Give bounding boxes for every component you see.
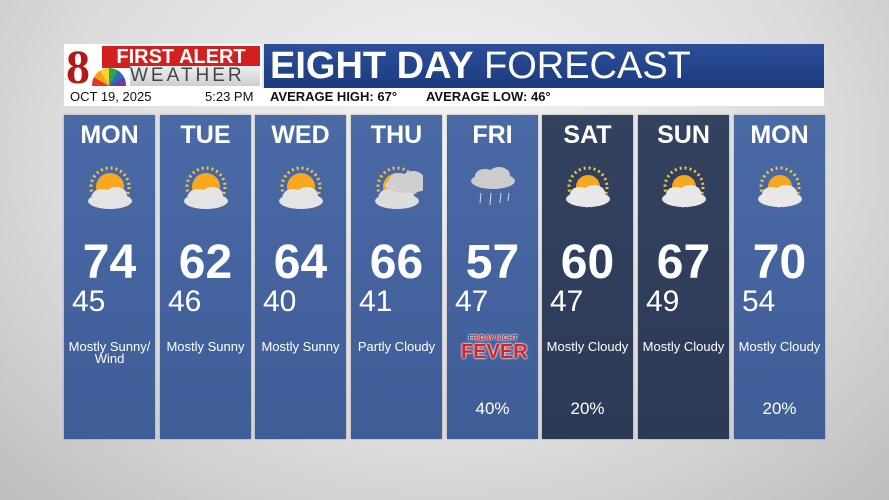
low-temp: 46 (168, 285, 202, 318)
day-name: SUN (657, 121, 710, 149)
high-temp: 70 (752, 236, 807, 289)
low-temp: 47 (550, 285, 584, 318)
condition: Mostly Cloudy (642, 339, 725, 354)
day-name: SAT (563, 121, 612, 149)
forecast-header: 8 FIRST ALERT WEATHER EIGHT DAY FORECAST… (64, 41, 824, 106)
high-temp: 60 (560, 236, 615, 289)
day-column: TUE 62 46 Mostly Sunny (160, 115, 251, 439)
first-alert-weather-logo: 8 FIRST ALERT WEATHER (64, 41, 262, 94)
info-bar: OCT 19, 2025 5:23 PM AVERAGE HIGH: 67° A… (64, 88, 824, 106)
mostly-cloudy-icon (758, 166, 802, 208)
mostly-cloudy-icon (662, 166, 706, 208)
low-temp: 54 (742, 285, 776, 318)
day-column: FRI 57 47 FRIDAY NIGHT FEVER 40% (447, 115, 538, 439)
mostly-sunny-icon (88, 166, 132, 209)
showers-icon (471, 167, 515, 206)
high-temp: 67 (656, 236, 711, 289)
condition: Mostly Cloudy (546, 339, 629, 354)
date: OCT 19, 2025 (70, 89, 152, 104)
high-temp: 57 (465, 236, 520, 289)
low-temp: 41 (359, 285, 393, 318)
day-column: MON 70 54 Mostly Cloudy 20% (734, 115, 825, 439)
condition: Partly Cloudy (357, 339, 436, 354)
day-name: THU (370, 121, 423, 149)
precip-chance: 20% (762, 399, 797, 418)
condition: Mostly Sunny (166, 339, 245, 354)
mostly-cloudy-icon (566, 166, 610, 208)
friday-night-fever-logo: FRIDAY NIGHT FEVER (461, 335, 528, 363)
precip-chance: 40% (475, 399, 510, 418)
day-name: MON (80, 121, 139, 149)
day-name: MON (750, 121, 809, 149)
condition: Mostly Sunny/ Wind (68, 339, 151, 366)
time: 5:23 PM (205, 89, 254, 104)
partly-cloudy-icon (375, 166, 423, 209)
day-name: WED (271, 121, 330, 149)
mostly-sunny-icon (279, 166, 323, 209)
weather-label: WEATHER (130, 66, 260, 86)
precip-chance: 20% (570, 399, 605, 418)
high-temp: 66 (369, 236, 424, 289)
first-alert-label: FIRST ALERT (102, 46, 260, 68)
low-temp: 40 (263, 285, 297, 318)
average-low: AVERAGE LOW: 46° (426, 89, 551, 104)
nbc-peacock-icon (92, 68, 126, 86)
page-title: EIGHT DAY FORECAST (264, 44, 824, 88)
day-name: TUE (180, 121, 231, 149)
mostly-sunny-icon (184, 166, 228, 209)
low-temp: 47 (455, 285, 489, 318)
low-temp: 49 (646, 285, 680, 318)
day-column: WED 64 40 Mostly Sunny (255, 115, 346, 439)
average-high: AVERAGE HIGH: 67° (270, 89, 398, 104)
day-column: THU 66 41 Partly Cloudy (351, 115, 442, 439)
high-temp: 74 (82, 236, 137, 289)
channel-8-logo: 8 (66, 41, 90, 94)
condition: Mostly Sunny (261, 339, 340, 354)
high-temp: 64 (273, 236, 328, 289)
day-name: FRI (472, 121, 513, 149)
condition: Mostly Cloudy (738, 339, 821, 354)
day-column: SAT 60 47 Mostly Cloudy 20% (542, 115, 633, 439)
low-temp: 45 (72, 285, 106, 318)
day-column: MON 74 45 Mostly Sunny/ Wind (64, 115, 155, 439)
high-temp: 62 (178, 236, 233, 289)
day-column: SUN 67 49 Mostly Cloudy (638, 115, 729, 439)
